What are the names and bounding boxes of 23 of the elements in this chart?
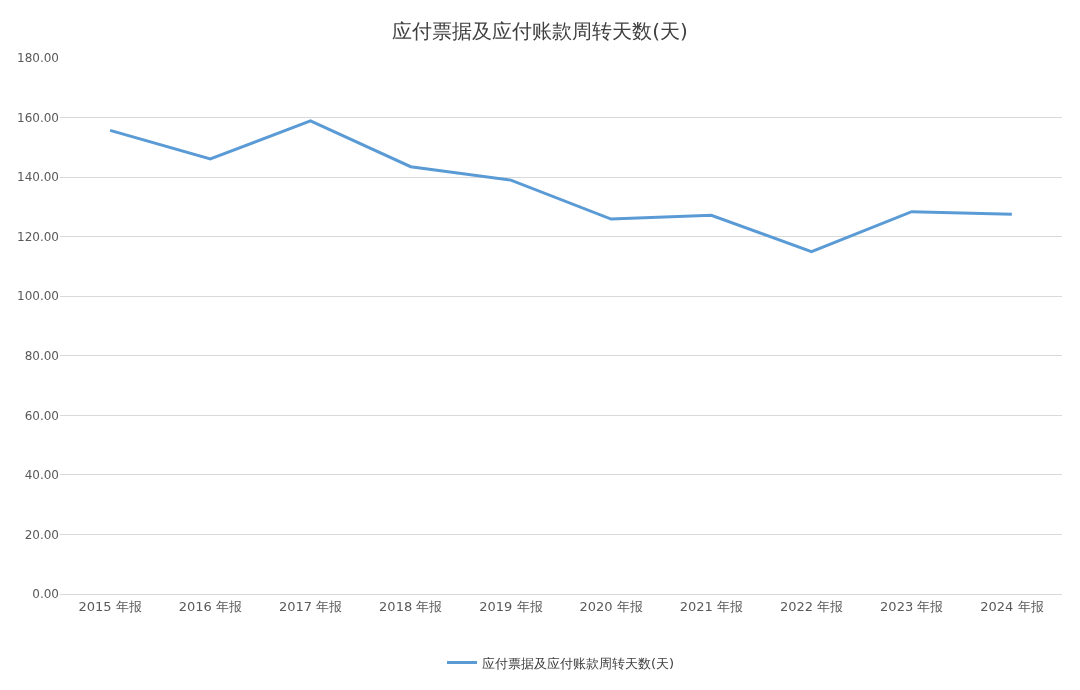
x-tick-label: 2016 年报 [178, 598, 242, 614]
x-tick-label: 2019 年报 [479, 598, 543, 614]
chart-title: 应付票据及应付账款周转天数(天) [392, 19, 688, 44]
x-tick-label: 2021 年报 [679, 598, 743, 614]
x-tick-label: 2018 年报 [379, 598, 443, 614]
legend-label: 应付票据及应付账款周转天数(天) [482, 655, 675, 671]
y-tick-label: 100.00 [17, 289, 59, 304]
y-tick-label: 160.00 [17, 110, 59, 125]
y-tick-label: 140.00 [17, 170, 59, 185]
x-tick-label: 2023 年报 [880, 598, 944, 614]
x-tick-label: 2022 年报 [779, 598, 844, 614]
y-tick-label: 120.00 [17, 229, 59, 244]
y-tick-label: 20.00 [24, 527, 59, 542]
y-tick-label: 180.00 [17, 51, 59, 66]
x-tick-label: 2024 年报 [980, 598, 1044, 614]
y-tick-label: 60.00 [24, 408, 59, 423]
y-tick-label: 40.00 [24, 468, 59, 483]
line-series [108, 119, 1014, 254]
x-tick-label: 2020 年报 [579, 598, 643, 614]
x-tick-label: 2017 年报 [278, 598, 343, 614]
x-tick-label: 2015 年报 [78, 598, 142, 614]
y-tick-label: 0.00 [32, 587, 59, 602]
y-tick-label: 80.00 [24, 348, 59, 363]
